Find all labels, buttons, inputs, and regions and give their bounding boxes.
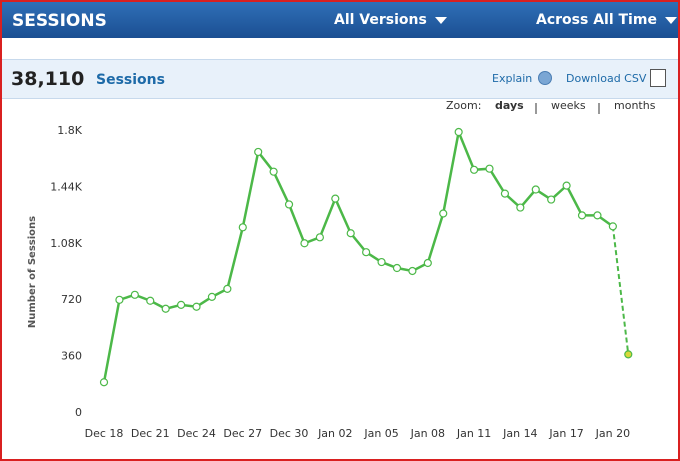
summary-bar: 38,110 Sessions Explain Download CSV bbox=[2, 59, 678, 99]
total-label: Sessions bbox=[96, 72, 165, 88]
version-menu-label: All Versions bbox=[334, 12, 427, 28]
data-point bbox=[624, 350, 633, 359]
y-tick-label: 0 bbox=[75, 406, 82, 419]
data-point bbox=[99, 378, 109, 387]
data-point bbox=[238, 223, 247, 232]
data-point bbox=[485, 164, 494, 173]
data-point bbox=[161, 304, 170, 313]
x-tick-label: Dec 27 bbox=[223, 427, 262, 440]
data-point bbox=[608, 222, 617, 231]
data-point bbox=[192, 302, 201, 311]
data-point bbox=[315, 233, 324, 242]
data-point bbox=[177, 300, 186, 309]
x-tick-label: Dec 18 bbox=[85, 427, 124, 440]
data-point bbox=[346, 229, 355, 238]
data-point bbox=[577, 211, 587, 220]
x-tick-label: Dec 21 bbox=[131, 427, 170, 440]
x-tick-label: Jan 05 bbox=[363, 427, 398, 440]
y-tick-label: 1.8K bbox=[57, 124, 82, 137]
help-icon[interactable] bbox=[538, 71, 552, 85]
y-tick-label: 1.44K bbox=[50, 180, 82, 193]
data-point bbox=[146, 296, 155, 305]
data-point bbox=[408, 266, 417, 276]
x-tick-label: Jan 17 bbox=[548, 427, 583, 440]
partial-line bbox=[611, 226, 630, 355]
zoom-weeks[interactable]: weeks bbox=[551, 99, 586, 112]
data-point bbox=[593, 211, 602, 220]
x-tick-label: Dec 24 bbox=[177, 427, 216, 440]
x-tick-label: Jan 02 bbox=[317, 427, 352, 440]
data-point bbox=[331, 194, 340, 203]
x-tick-label: Jan 11 bbox=[456, 427, 491, 440]
zoom-days[interactable]: days bbox=[495, 99, 524, 112]
series-line bbox=[102, 127, 614, 383]
data-point bbox=[454, 127, 463, 137]
zoom-months[interactable]: months bbox=[614, 99, 656, 112]
data-point bbox=[562, 181, 571, 190]
y-tick-label: 720 bbox=[61, 293, 82, 306]
data-point bbox=[439, 209, 448, 218]
y-tick-label: 1.08K bbox=[50, 237, 82, 250]
data-point bbox=[254, 147, 263, 157]
data-point bbox=[531, 185, 540, 194]
zoom-label: Zoom: bbox=[446, 99, 481, 112]
data-point bbox=[207, 292, 217, 301]
time-menu[interactable]: Across All Time bbox=[536, 12, 677, 28]
x-tick-label: Jan 14 bbox=[502, 427, 537, 440]
data-point bbox=[423, 258, 432, 268]
download-link[interactable]: Download CSV bbox=[566, 72, 647, 85]
y-axis-label: Number of Sessions bbox=[27, 216, 38, 328]
data-point bbox=[223, 284, 232, 293]
y-tick-label: 360 bbox=[61, 350, 82, 363]
header-title: SESSIONS bbox=[12, 11, 107, 31]
data-point bbox=[362, 248, 371, 257]
version-menu[interactable]: All Versions bbox=[334, 12, 447, 28]
total-sessions: 38,110 bbox=[11, 68, 85, 90]
header-bar: SESSIONS All Versions Across All Time bbox=[2, 2, 678, 38]
x-tick-label: Jan 08 bbox=[410, 427, 445, 440]
data-point bbox=[469, 165, 479, 174]
data-point bbox=[130, 290, 139, 299]
data-point bbox=[269, 167, 278, 176]
data-point bbox=[115, 295, 124, 304]
data-point bbox=[500, 189, 510, 198]
data-point bbox=[516, 203, 525, 212]
data-point bbox=[284, 200, 294, 209]
x-tick-label: Jan 20 bbox=[595, 427, 630, 440]
data-point bbox=[392, 263, 402, 273]
csv-icon bbox=[650, 69, 666, 87]
data-point bbox=[547, 195, 556, 204]
data-point bbox=[377, 257, 386, 267]
time-menu-label: Across All Time bbox=[536, 12, 657, 28]
explain-link[interactable]: Explain bbox=[492, 72, 533, 85]
data-point bbox=[300, 239, 309, 248]
x-tick-label: Dec 30 bbox=[270, 427, 309, 440]
